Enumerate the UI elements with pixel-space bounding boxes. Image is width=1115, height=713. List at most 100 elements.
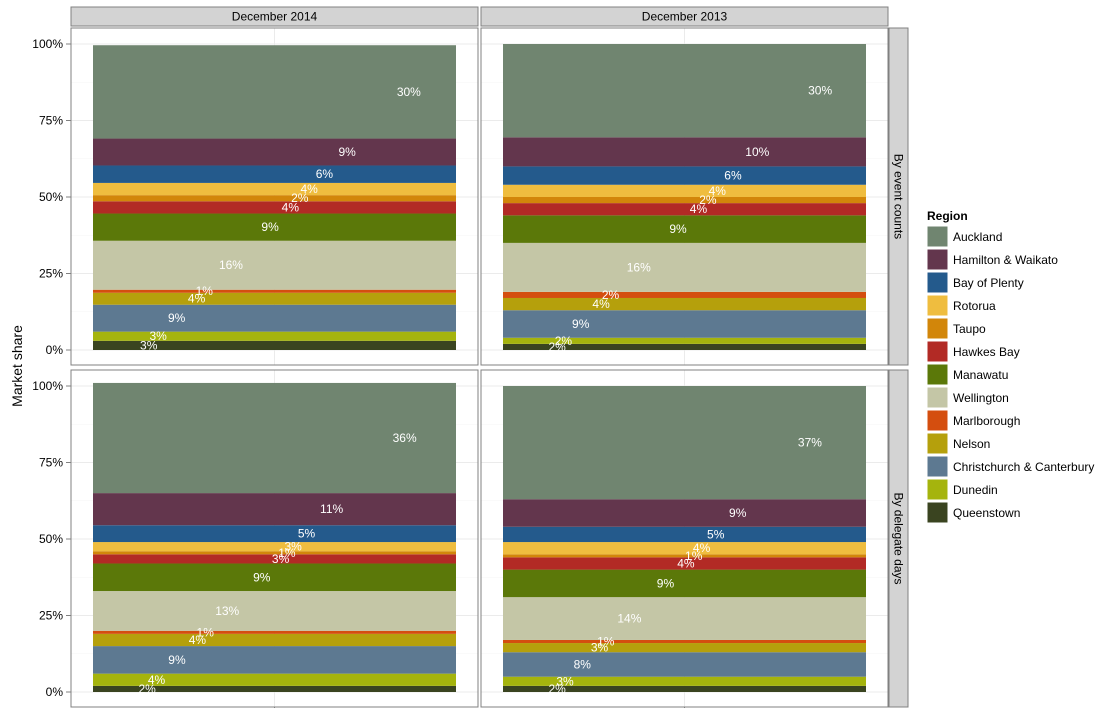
data-label-taupo: 1% bbox=[278, 546, 296, 560]
legend-label-nelson: Nelson bbox=[953, 437, 990, 451]
y-tick-label: 0% bbox=[46, 685, 64, 699]
bar-segment-bay-of-plenty bbox=[503, 166, 866, 185]
data-label-christchurch-canterbury: 9% bbox=[572, 317, 590, 331]
y-tick-label: 75% bbox=[39, 114, 63, 128]
bar-segment-dunedin bbox=[503, 676, 866, 686]
legend-label-marlborough: Marlborough bbox=[953, 414, 1020, 428]
bar-segment-hamilton-waikato bbox=[93, 493, 456, 526]
bar-segment-auckland bbox=[93, 45, 456, 139]
legend-swatch-bay-of-plenty bbox=[926, 271, 949, 294]
bar-segment-auckland bbox=[93, 382, 456, 494]
legend-label-christchurch-canterbury: Christchurch & Canterbury bbox=[953, 460, 1094, 474]
legend-swatch-hawkes-bay bbox=[926, 340, 949, 363]
facet-label-december-2013: December 2013 bbox=[642, 10, 728, 24]
data-label-christchurch-canterbury: 9% bbox=[168, 311, 186, 325]
y-axis-title: Market share bbox=[9, 325, 25, 407]
legend-swatch-hamilton-waikato bbox=[926, 248, 949, 271]
data-label-wellington: 14% bbox=[617, 612, 641, 626]
y-tick-label: 25% bbox=[39, 267, 63, 281]
bar-segment-rotorua bbox=[93, 542, 456, 552]
bar-segment-manawatu bbox=[503, 569, 866, 598]
data-label-hawkes-bay: 4% bbox=[282, 200, 300, 214]
legend-label-wellington: Wellington bbox=[953, 391, 1009, 405]
bar-segment-hawkes-bay bbox=[93, 554, 456, 564]
bar-segment-taupo bbox=[503, 554, 866, 558]
y-tick-label: 75% bbox=[39, 456, 63, 470]
data-label-dunedin: 3% bbox=[149, 329, 167, 343]
bar-segment-nelson bbox=[93, 292, 456, 305]
bar-segment-nelson bbox=[503, 643, 866, 653]
legend-swatch-rotorua bbox=[926, 294, 949, 317]
bar-segment-christchurch-canterbury bbox=[93, 304, 456, 332]
bar-segment-taupo bbox=[93, 195, 456, 202]
bar-segment-nelson bbox=[93, 633, 456, 647]
legend-label-dunedin: Dunedin bbox=[953, 483, 998, 497]
data-label-hawkes-bay: 4% bbox=[690, 202, 708, 216]
bar-segment-manawatu bbox=[93, 213, 456, 241]
data-label-hamilton-waikato: 11% bbox=[320, 502, 343, 516]
data-label-christchurch-canterbury: 8% bbox=[574, 657, 592, 671]
bar-segment-rotorua bbox=[93, 182, 456, 196]
bar-segment-wellington bbox=[503, 242, 866, 292]
bar-segment-marlborough bbox=[503, 291, 866, 298]
data-label-bay-of-plenty: 6% bbox=[724, 169, 742, 183]
legend-label-bay-of-plenty: Bay of Plenty bbox=[953, 276, 1024, 290]
y-tick-label: 50% bbox=[39, 532, 63, 546]
bar-segment-taupo bbox=[503, 197, 866, 204]
data-label-queenstown: 2% bbox=[138, 682, 156, 696]
legend-swatch-wellington bbox=[926, 386, 949, 409]
bar-segment-taupo bbox=[93, 551, 456, 555]
bar-segment-queenstown bbox=[93, 685, 456, 692]
data-label-manawatu: 9% bbox=[253, 570, 271, 584]
bar-segment-dunedin bbox=[93, 331, 456, 341]
legend-title: Region bbox=[927, 209, 968, 223]
legend-label-taupo: Taupo bbox=[953, 322, 986, 336]
bar-segment-hawkes-bay bbox=[503, 557, 866, 570]
bar-segment-queenstown bbox=[503, 685, 866, 692]
facet-strip-december-2013 bbox=[480, 6, 889, 27]
bar-segment-nelson bbox=[503, 297, 866, 311]
facet-label-by-delegate-days: By delegate days bbox=[892, 492, 906, 584]
legend-label-rotorua: Rotorua bbox=[953, 299, 996, 313]
data-label-dunedin: 3% bbox=[556, 674, 574, 688]
bar-segment-rotorua bbox=[503, 184, 866, 197]
legend-swatch-christchurch-canterbury bbox=[926, 455, 949, 478]
data-label-wellington: 16% bbox=[627, 260, 651, 274]
bar-segment-marlborough bbox=[503, 639, 866, 644]
data-label-hamilton-waikato: 9% bbox=[729, 506, 747, 520]
data-label-hamilton-waikato: 9% bbox=[338, 145, 356, 159]
legend-swatch-marlborough bbox=[926, 409, 949, 432]
bar-segment-manawatu bbox=[93, 563, 456, 592]
bar-segment-dunedin bbox=[503, 337, 866, 344]
bar-segment-rotorua bbox=[503, 542, 866, 555]
bar-segment-wellington bbox=[503, 597, 866, 640]
legend-label-auckland: Auckland bbox=[953, 230, 1002, 244]
legend-label-queenstown: Queenstown bbox=[953, 506, 1020, 520]
bar-segment-hamilton-waikato bbox=[503, 499, 866, 527]
bar-segment-hawkes-bay bbox=[503, 203, 866, 216]
bar-segment-bay-of-plenty bbox=[93, 525, 456, 543]
data-label-manawatu: 9% bbox=[261, 220, 279, 234]
legend-label-manawatu: Manawatu bbox=[953, 368, 1008, 382]
bar-segment-queenstown bbox=[503, 343, 866, 350]
data-label-rotorua: 4% bbox=[300, 182, 318, 196]
legend-swatch-nelson bbox=[926, 432, 949, 455]
data-label-auckland: 30% bbox=[808, 84, 832, 98]
data-label-queenstown: 2% bbox=[548, 682, 566, 696]
data-label-queenstown: 3% bbox=[140, 338, 158, 352]
bar-segment-christchurch-canterbury bbox=[93, 646, 456, 674]
y-tick-label: 100% bbox=[32, 379, 63, 393]
data-label-auckland: 37% bbox=[798, 436, 822, 450]
data-label-queenstown: 2% bbox=[548, 340, 566, 354]
data-label-manawatu: 9% bbox=[669, 222, 687, 236]
data-label-manawatu: 9% bbox=[657, 576, 675, 590]
bar-segment-christchurch-canterbury bbox=[503, 652, 866, 677]
legend-label-hawkes-bay: Hawkes Bay bbox=[953, 345, 1020, 359]
y-tick-label: 100% bbox=[32, 37, 63, 51]
data-label-bay-of-plenty: 5% bbox=[707, 527, 725, 541]
data-label-wellington: 16% bbox=[219, 258, 243, 272]
legend-swatch-auckland bbox=[926, 225, 949, 248]
bar-segment-auckland bbox=[503, 386, 866, 500]
